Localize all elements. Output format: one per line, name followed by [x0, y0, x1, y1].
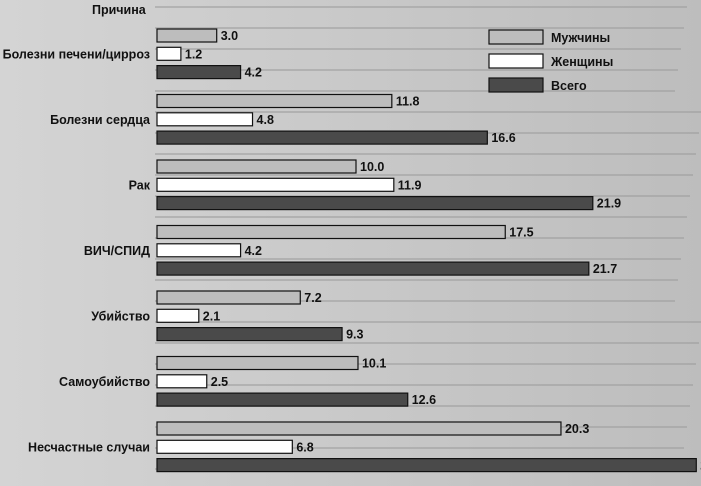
legend: Мужчины Женщины Всего [488, 29, 613, 93]
category-label: Рак [129, 178, 151, 192]
bar-men [156, 421, 562, 436]
category-labels: Болезни печени/цирроз Болезни сердца Рак ВИ… [3, 47, 151, 454]
bar-value-label: 4.2 [245, 244, 262, 258]
category-label: Болезни сердца [50, 113, 151, 127]
bar-total [156, 327, 343, 342]
legend-label: Мужчины [551, 31, 610, 45]
bar-value-label: 2.1 [203, 309, 220, 323]
legend-swatch [488, 29, 544, 45]
bar-women [156, 243, 242, 258]
legend-label: Всего [551, 79, 587, 93]
bar-value-label: 11.8 [396, 95, 420, 109]
bar-value-label: 4.8 [257, 113, 274, 127]
legend-label: Женщины [550, 55, 613, 69]
bar-total [156, 392, 409, 407]
legend-swatch [488, 77, 544, 93]
bar-value-label: 9.3 [346, 328, 363, 342]
bar-total [156, 458, 697, 473]
bar-value-label: 12.6 [412, 393, 436, 407]
bar-total [156, 64, 242, 80]
bar-value-label: 10.0 [360, 160, 384, 174]
category-label: Убийство [91, 309, 150, 323]
bar-value-label: 11.9 [398, 178, 422, 192]
bar-men [156, 290, 301, 305]
bar-value-label: 7.2 [304, 291, 321, 305]
bar-value-label: 16.6 [491, 131, 515, 145]
bars [156, 28, 697, 473]
bar-men [156, 355, 359, 371]
bar-women [156, 308, 200, 323]
bar-value-label: 1.2 [185, 47, 202, 61]
bar-value-label: 2.5 [211, 375, 228, 389]
bar-total [156, 261, 590, 276]
bar-men [156, 159, 357, 174]
bar-value-label: 10.1 [362, 357, 386, 371]
bar-men [156, 224, 506, 240]
bar-men [156, 93, 393, 109]
bar-women [156, 46, 182, 61]
bar-value-label: 6.8 [296, 440, 313, 454]
bar-women [156, 374, 208, 389]
category-label: ВИЧ/СПИД [84, 244, 150, 258]
category-label: Несчастные случаи [28, 440, 150, 454]
bar-women [156, 439, 293, 454]
bar-men [156, 28, 218, 43]
category-label: Самоубийство [59, 375, 150, 389]
bar-total [156, 130, 488, 145]
bar-women [156, 177, 395, 192]
legend-swatch [488, 53, 544, 69]
bar-value-label: 4.2 [245, 66, 262, 80]
bar-value-label: 21.9 [597, 197, 621, 211]
bar-value-label: 21.7 [593, 262, 617, 276]
bar-total [156, 196, 594, 211]
value-labels: 3.0 1.2 4.2 11.8 4.8 16.6 10.0 11.9 21.9 17.5 4.2 2… [185, 29, 701, 473]
bar-value-label: 3.0 [221, 29, 238, 43]
bar-value-label: 20.3 [565, 422, 589, 436]
category-label: Болезни печени/цирроз [3, 47, 150, 61]
column-header: Причина [92, 3, 147, 17]
bar-women [156, 112, 254, 127]
bar-value-label: 17.5 [509, 226, 533, 240]
